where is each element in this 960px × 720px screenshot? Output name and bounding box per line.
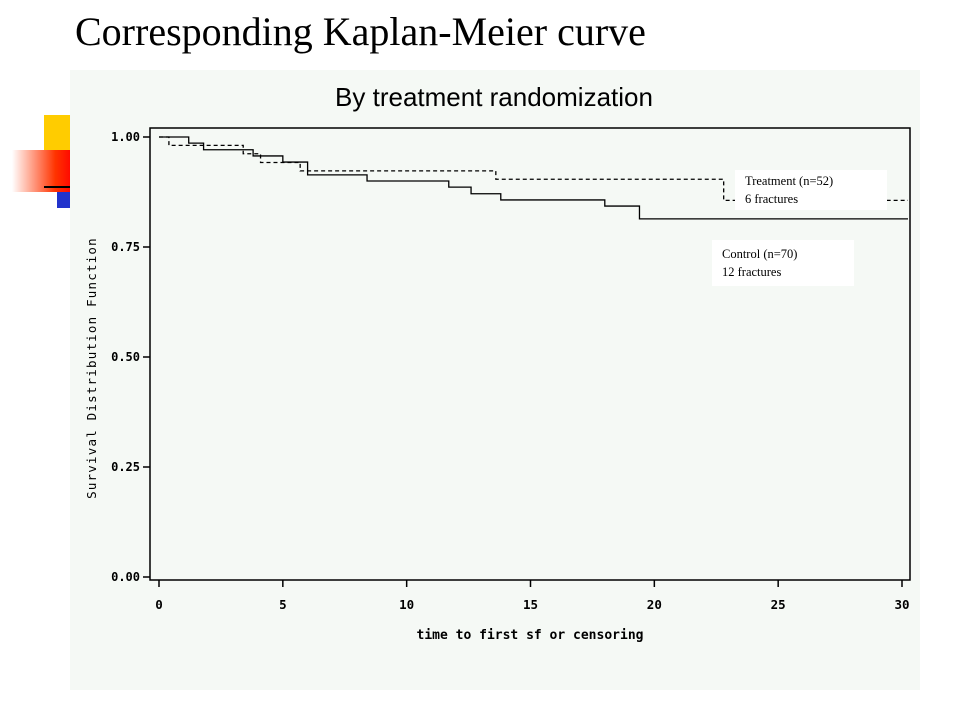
legend-treatment: Treatment (n=52) 6 fractures [735,170,887,210]
chart-title: By treatment randomization [335,82,653,112]
series-line-treatment [159,136,908,202]
y-tick-label: 0.25 [111,460,140,474]
y-tick-label: 0.00 [111,570,140,584]
legend-treatment-annotation: 6 fractures [745,192,799,206]
x-tick-label: 15 [523,597,538,612]
legend-control: Control (n=70) 12 fractures [712,240,854,286]
x-tick-label: 0 [155,597,163,612]
x-tick-label: 5 [279,597,287,612]
y-tick-label: 0.75 [111,240,140,254]
legend-treatment-name: Treatment (n=52) [745,174,834,188]
x-axis-label: time to first sf or censoring [417,628,644,643]
y-tick-label: 1.00 [111,130,140,144]
decorative-divider-line [44,186,84,188]
series-layer [159,136,908,220]
x-axis: 0 5 10 15 20 25 30 [155,580,910,612]
decorative-red-gradient-block [12,150,74,192]
legend-control-name: Control (n=70) [722,247,798,261]
y-axis-label: Survival Distribution Function [84,237,99,499]
y-axis: 0.00 0.25 0.50 0.75 1.00 [111,130,150,584]
slide-title: Corresponding Kaplan-Meier curve [75,9,646,54]
legend-control-annotation: 12 fractures [722,265,782,279]
x-tick-label: 25 [771,597,786,612]
x-tick-label: 10 [399,597,414,612]
x-tick-label: 30 [894,597,909,612]
x-tick-label: 20 [647,597,662,612]
series-line-control [159,136,908,220]
y-tick-label: 0.50 [111,350,140,364]
